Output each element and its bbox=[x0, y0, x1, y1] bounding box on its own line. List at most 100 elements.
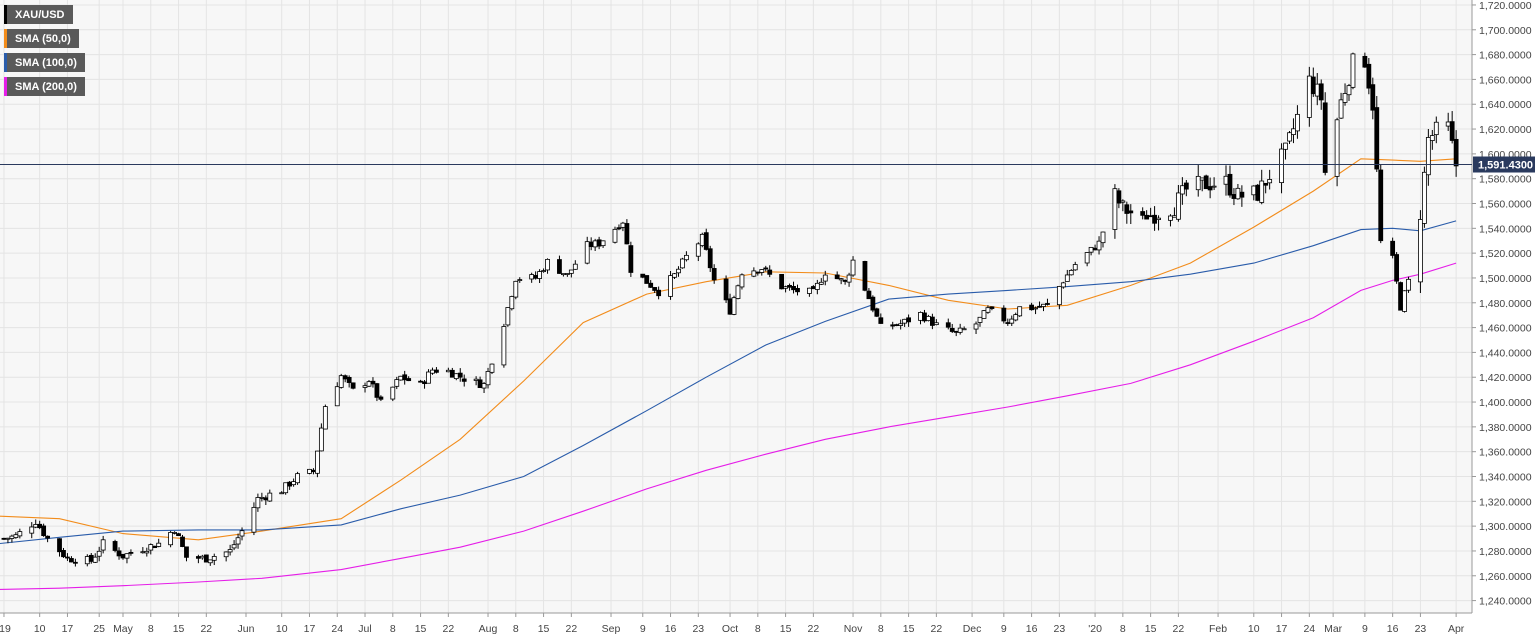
candle bbox=[779, 273, 785, 290]
candle-body bbox=[334, 386, 340, 407]
candle-body bbox=[287, 481, 293, 487]
candle-body bbox=[453, 373, 459, 380]
candle-body bbox=[600, 240, 606, 247]
candle-body bbox=[949, 327, 955, 332]
candle bbox=[866, 288, 872, 300]
candle-body bbox=[29, 526, 35, 534]
x-tick-label: 16 bbox=[1387, 623, 1399, 635]
y-tick-label: 1,360.0000 bbox=[1479, 447, 1532, 459]
legend-item-sma-200[interactable]: SMA (200,0) bbox=[4, 77, 85, 96]
candle bbox=[1203, 174, 1209, 190]
candle-body bbox=[390, 386, 396, 400]
candle bbox=[973, 321, 979, 334]
candle-body bbox=[370, 380, 376, 385]
candle-body bbox=[235, 537, 241, 545]
x-tick-label: 8 bbox=[755, 623, 761, 635]
candle-body bbox=[926, 315, 931, 322]
x-tick-label: Oct bbox=[722, 623, 738, 635]
candle bbox=[1291, 118, 1296, 144]
candle-body bbox=[1211, 185, 1217, 188]
candle bbox=[318, 423, 324, 452]
y-tick-label: 1,300.0000 bbox=[1479, 521, 1532, 533]
candle bbox=[1144, 210, 1150, 220]
candle bbox=[100, 535, 106, 554]
candle bbox=[572, 260, 578, 270]
candle bbox=[207, 559, 213, 566]
x-tick-label: 15 bbox=[1145, 623, 1157, 635]
y-tick-label: 1,380.0000 bbox=[1479, 422, 1532, 434]
candle-body bbox=[1378, 169, 1384, 242]
candle bbox=[96, 546, 102, 562]
x-tick-label: 16 bbox=[1026, 623, 1038, 635]
candle bbox=[402, 370, 408, 385]
x-tick-label: 23 bbox=[1415, 623, 1427, 635]
y-tick-label: 1,400.0000 bbox=[1479, 397, 1532, 409]
candle-body bbox=[592, 240, 598, 248]
candle-body bbox=[489, 363, 495, 373]
candle-body bbox=[1041, 303, 1046, 307]
candle-body bbox=[656, 289, 662, 297]
candle bbox=[17, 528, 23, 539]
candle-body bbox=[751, 270, 757, 277]
candle-body bbox=[267, 492, 273, 502]
legend-item-sma-100[interactable]: SMA (100,0) bbox=[4, 53, 85, 72]
candle-body bbox=[251, 507, 257, 533]
candle bbox=[933, 319, 939, 326]
x-tick-label: 23 bbox=[692, 623, 704, 635]
candle bbox=[541, 268, 546, 273]
candle bbox=[513, 280, 519, 300]
candle-body bbox=[485, 371, 491, 386]
candle bbox=[703, 228, 709, 251]
candle bbox=[168, 530, 174, 548]
candle-body bbox=[929, 316, 935, 326]
candle bbox=[985, 305, 991, 314]
candle-body bbox=[588, 241, 594, 247]
candle bbox=[1179, 177, 1185, 205]
candle-body bbox=[807, 287, 812, 294]
candle-body bbox=[810, 286, 816, 290]
candle bbox=[517, 277, 523, 283]
candle-body bbox=[406, 378, 412, 382]
x-tick-label: 17 bbox=[1276, 623, 1288, 635]
legend-item-xauusd[interactable]: XAU/USD bbox=[4, 5, 73, 24]
x-tick-label: 24 bbox=[1303, 623, 1315, 635]
candle bbox=[644, 275, 650, 284]
candle-body bbox=[731, 297, 737, 315]
candle-body bbox=[1418, 219, 1423, 283]
candle-body bbox=[1310, 76, 1316, 95]
legend-label-sma-50: SMA (50,0) bbox=[15, 32, 71, 45]
candle bbox=[1239, 185, 1245, 207]
candle-body bbox=[727, 298, 733, 315]
x-tick-label: Apr bbox=[1448, 623, 1465, 635]
candle bbox=[1029, 302, 1034, 311]
x-tick-label: 22 bbox=[931, 623, 943, 635]
candle bbox=[557, 255, 562, 274]
candle-body bbox=[711, 268, 717, 281]
x-tick-label: 17 bbox=[304, 623, 316, 635]
candle bbox=[723, 275, 729, 303]
candle-body bbox=[1056, 286, 1062, 306]
candle-body bbox=[227, 549, 233, 553]
candle-body bbox=[1013, 314, 1019, 321]
legend-item-sma-50[interactable]: SMA (50,0) bbox=[4, 29, 79, 48]
x-tick-label: 17 bbox=[62, 623, 74, 635]
candle-body bbox=[100, 539, 106, 551]
candle-body bbox=[1223, 175, 1229, 185]
candle bbox=[1072, 261, 1078, 271]
candle bbox=[57, 538, 62, 557]
candle-body bbox=[890, 324, 896, 327]
candle bbox=[929, 313, 935, 330]
candle-body bbox=[894, 324, 900, 327]
candle-body bbox=[561, 273, 566, 276]
x-tick-label: 9 bbox=[1001, 623, 1007, 635]
candle bbox=[322, 404, 328, 430]
candle-body bbox=[318, 427, 324, 452]
candle-body bbox=[652, 287, 658, 291]
candle-body bbox=[398, 375, 404, 381]
candle bbox=[1334, 117, 1340, 187]
candle-body bbox=[394, 379, 400, 387]
candle-body bbox=[1445, 121, 1451, 127]
candle-body bbox=[239, 530, 245, 537]
